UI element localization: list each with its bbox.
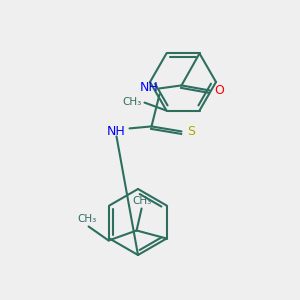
Text: NH: NH <box>140 81 159 94</box>
Text: S: S <box>188 125 196 138</box>
Text: CH₃: CH₃ <box>132 196 151 206</box>
Text: O: O <box>214 84 224 97</box>
Text: CH₃: CH₃ <box>77 214 96 224</box>
Text: NH: NH <box>107 125 126 138</box>
Text: CH₃: CH₃ <box>122 97 142 106</box>
